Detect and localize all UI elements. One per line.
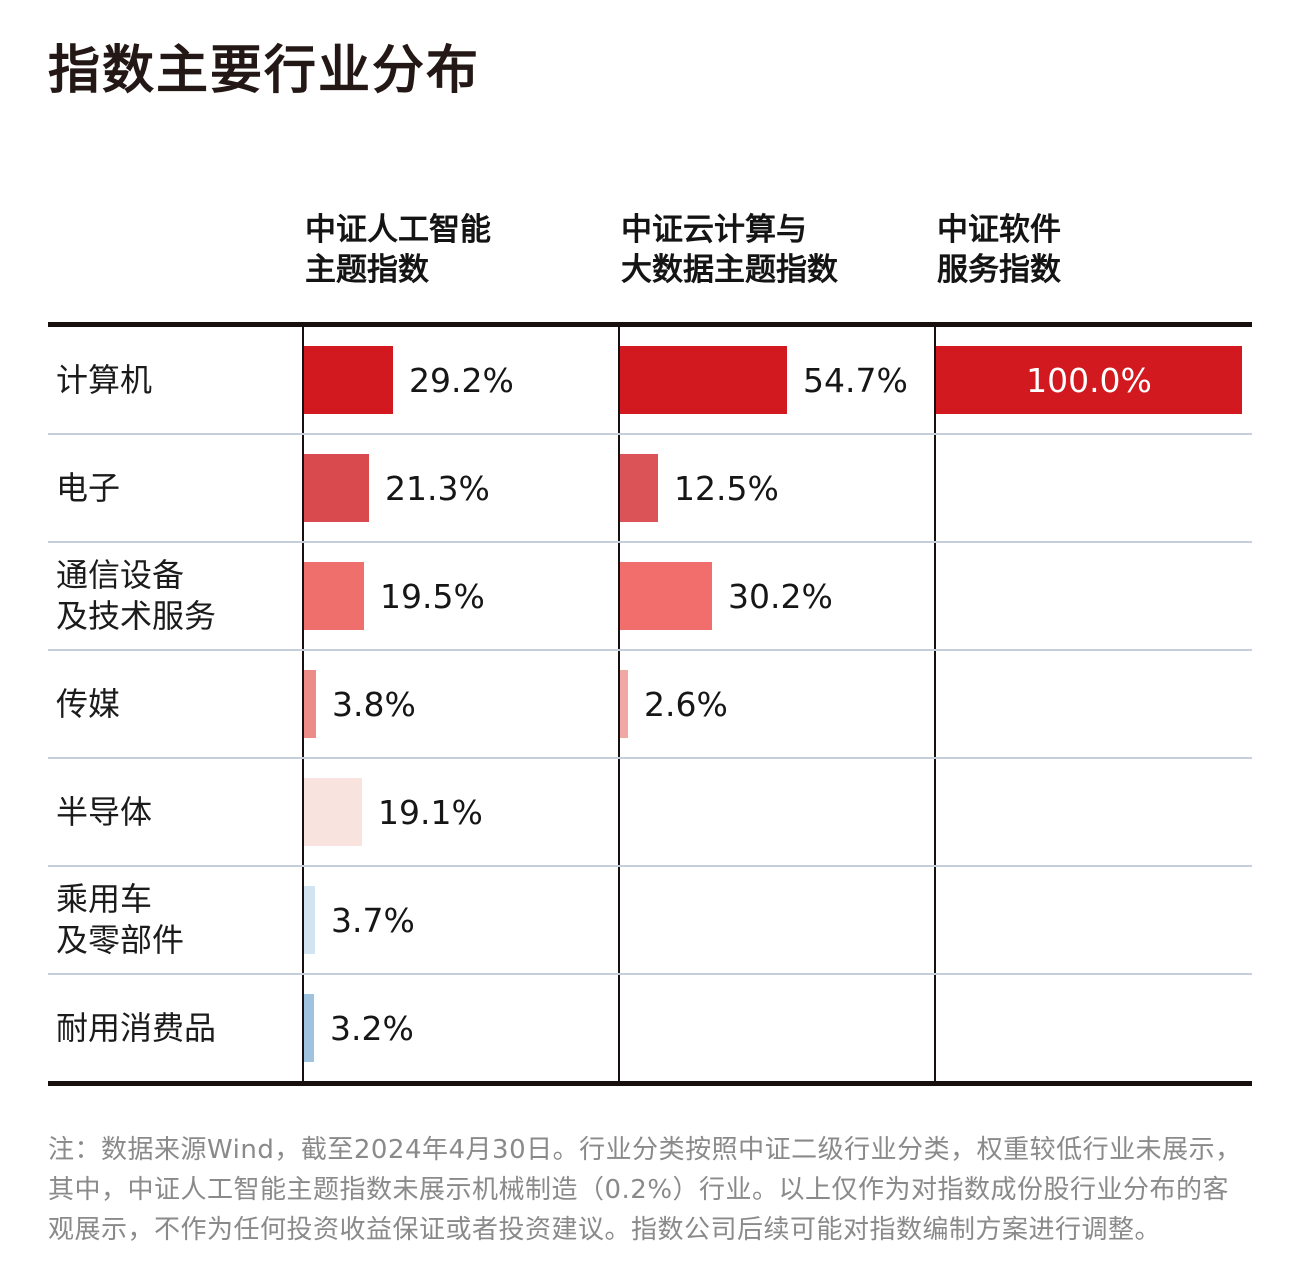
value-label: 30.2% — [728, 576, 833, 616]
bar — [620, 670, 628, 738]
bar — [304, 886, 315, 954]
bar — [304, 562, 364, 630]
bar: 100.0% — [936, 346, 1242, 414]
bar — [304, 346, 393, 414]
column-header-3: 中证软件 服务指数 — [937, 212, 1061, 288]
bar-cell: 3.2% — [302, 975, 618, 1081]
bar — [620, 346, 787, 414]
bar — [304, 994, 314, 1062]
bar-cell: 12.5% — [618, 435, 934, 541]
table-row: 电子 21.3% 12.5% — [48, 435, 1252, 543]
category-label: 电子 — [56, 468, 121, 507]
column-headers: 中证人工智能 主题指数 中证云计算与 大数据主题指数 中证软件 服务指数 — [48, 210, 1252, 290]
value-label: 3.2% — [330, 1008, 414, 1048]
value-label: 12.5% — [674, 468, 779, 508]
industry-distribution-table: 计算机 29.2% 54.7% 100.0% 电子 21.3% 12.5% 通信设备 及技术服… — [48, 322, 1252, 1086]
category-label: 传媒 — [56, 684, 121, 723]
bar — [304, 454, 369, 522]
value-label: 100.0% — [1026, 360, 1152, 400]
column-header-2: 中证云计算与 大数据主题指数 — [621, 212, 838, 288]
bar — [304, 670, 316, 738]
bar-cell: 3.7% — [302, 867, 618, 973]
value-label: 29.2% — [409, 360, 514, 400]
bar-cell: 54.7% — [618, 327, 934, 433]
value-label: 19.5% — [380, 576, 485, 616]
bar-cell — [934, 867, 1250, 973]
column-header-1: 中证人工智能 主题指数 — [305, 212, 491, 288]
value-label: 3.7% — [331, 900, 415, 940]
category-label: 计算机 — [56, 360, 153, 399]
bar — [620, 454, 658, 522]
bar-cell: 100.0% — [934, 327, 1250, 433]
table-row: 半导体 19.1% — [48, 759, 1252, 867]
bar-cell — [934, 543, 1250, 649]
table-row: 通信设备 及技术服务 19.5% 30.2% — [48, 543, 1252, 651]
page-title: 指数主要行业分布 — [48, 41, 481, 101]
category-label: 乘用车 及零部件 — [56, 880, 185, 959]
bar-cell — [618, 975, 934, 1081]
value-label: 3.8% — [332, 684, 416, 724]
table-row: 计算机 29.2% 54.7% 100.0% — [48, 327, 1252, 435]
table-row: 传媒 3.8% 2.6% — [48, 651, 1252, 759]
table-row: 耐用消费品 3.2% — [48, 975, 1252, 1081]
value-label: 19.1% — [378, 792, 483, 832]
bar-cell — [934, 975, 1250, 1081]
bar-cell: 2.6% — [618, 651, 934, 757]
bar-cell — [934, 651, 1250, 757]
bar-cell — [934, 759, 1250, 865]
bar-cell: 21.3% — [302, 435, 618, 541]
value-label: 2.6% — [644, 684, 728, 724]
bar-cell: 19.1% — [302, 759, 618, 865]
bar — [620, 562, 712, 630]
table-row: 乘用车 及零部件 3.7% — [48, 867, 1252, 975]
value-label: 21.3% — [385, 468, 490, 508]
value-label: 54.7% — [803, 360, 908, 400]
bar — [304, 778, 362, 846]
bar-cell — [934, 435, 1250, 541]
bar-cell — [618, 759, 934, 865]
header-spacer — [48, 210, 302, 290]
bar-cell: 29.2% — [302, 327, 618, 433]
category-label: 耐用消费品 — [56, 1008, 217, 1047]
bar-cell: 19.5% — [302, 543, 618, 649]
category-label: 半导体 — [56, 792, 153, 831]
bar-cell — [618, 867, 934, 973]
footnote: 注：数据来源Wind，截至2024年4月30日。行业分类按照中证二级行业分类，权… — [48, 1135, 1242, 1245]
bar-cell: 30.2% — [618, 543, 934, 649]
category-label: 通信设备 及技术服务 — [56, 556, 217, 635]
bar-cell: 3.8% — [302, 651, 618, 757]
